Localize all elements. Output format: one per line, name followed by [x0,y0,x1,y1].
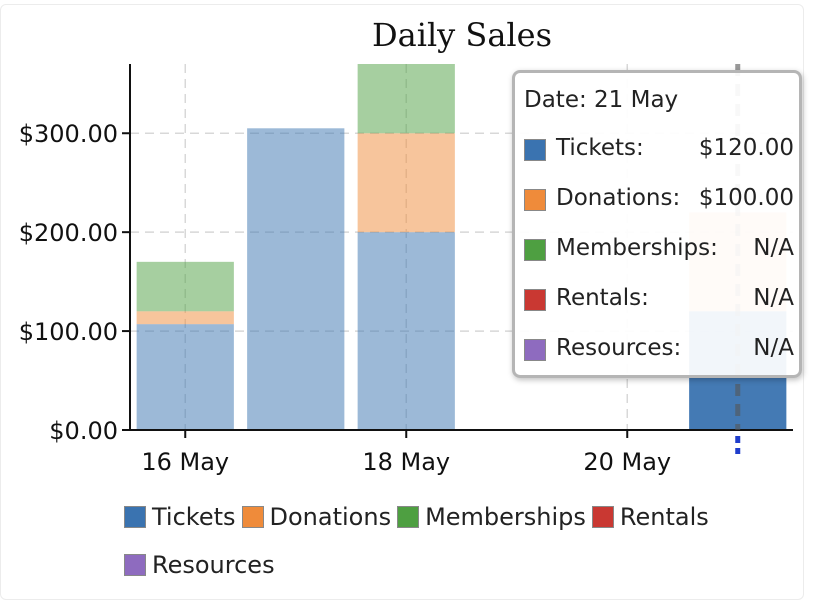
y-tick-label: $200.00 [19,219,118,247]
bar-tickets-17-may[interactable] [247,128,345,430]
legend-item-memberships[interactable]: Memberships [397,503,586,531]
legend-label: Resources [152,551,275,579]
legend-swatch [397,506,420,528]
bar-memberships-16-may[interactable] [136,261,234,312]
tooltip-swatch [524,239,546,261]
legend-item-rentals[interactable]: Rentals [591,503,709,531]
tooltip-row: Resources: N/A [524,335,794,365]
tooltip-series-name: Donations: [556,185,681,211]
tooltip-date: Date: 21 May [524,87,679,113]
legend-label: Rentals [619,503,709,531]
tooltip-swatch [524,189,546,211]
y-tick-label: $0.00 [49,417,118,445]
tooltip-series-value: $120.00 [698,135,794,161]
legend-swatch [124,554,146,576]
y-tick-label: $100.00 [19,318,118,346]
tooltip-series-value: N/A [753,335,794,361]
legend-item-donations[interactable]: Donations [241,503,392,531]
legend-swatch [241,506,264,528]
axes: $0.00 $100.00 $200.00 $300.00 16 May 18 May 20… [19,64,793,476]
tooltip-series-value: $100.00 [698,185,794,211]
x-tick-label: 16 May [141,448,229,476]
legend-swatch [124,506,146,528]
bar-tickets-16-may[interactable] [136,324,234,430]
tooltip-series-name: Rentals: [556,285,649,311]
x-tick-label: 18 May [362,448,450,476]
tooltip-series-name: Memberships: [556,235,718,261]
bar-memberships-18-may[interactable] [357,64,455,134]
tooltip: Date: 21 May Tickets: $120.00 Donations: $1… [512,70,802,378]
bar-tickets-18-may[interactable] [357,232,455,430]
tooltip-row: Memberships: N/A [524,235,794,265]
x-tick-label: 20 May [583,448,671,476]
legend: Tickets Donations Memberships Rentals Resour… [124,503,764,579]
bar-donations-16-may[interactable] [136,311,234,325]
tooltip-series-value: N/A [753,235,794,261]
tooltip-series-name: Resources: [556,335,682,361]
tooltip-row: Donations: $100.00 [524,185,794,215]
legend-item-resources[interactable]: Resources [124,551,275,579]
tooltip-swatch [524,289,546,311]
bar-donations-18-may[interactable] [357,133,455,233]
legend-swatch [591,506,614,528]
tooltip-row: Rentals: N/A [524,285,794,315]
tooltip-series-name: Tickets: [556,135,644,161]
legend-item-tickets[interactable]: Tickets [124,503,236,531]
tooltip-row: Tickets: $120.00 [524,135,794,165]
legend-label: Donations [269,503,392,531]
legend-label: Memberships [425,503,586,531]
chart-title: Daily Sales [372,16,552,54]
tooltip-swatch [524,139,546,161]
tooltip-swatch [524,339,546,361]
legend-label: Tickets [152,503,236,531]
tooltip-series-value: N/A [753,285,794,311]
y-tick-label: $300.00 [19,120,118,148]
